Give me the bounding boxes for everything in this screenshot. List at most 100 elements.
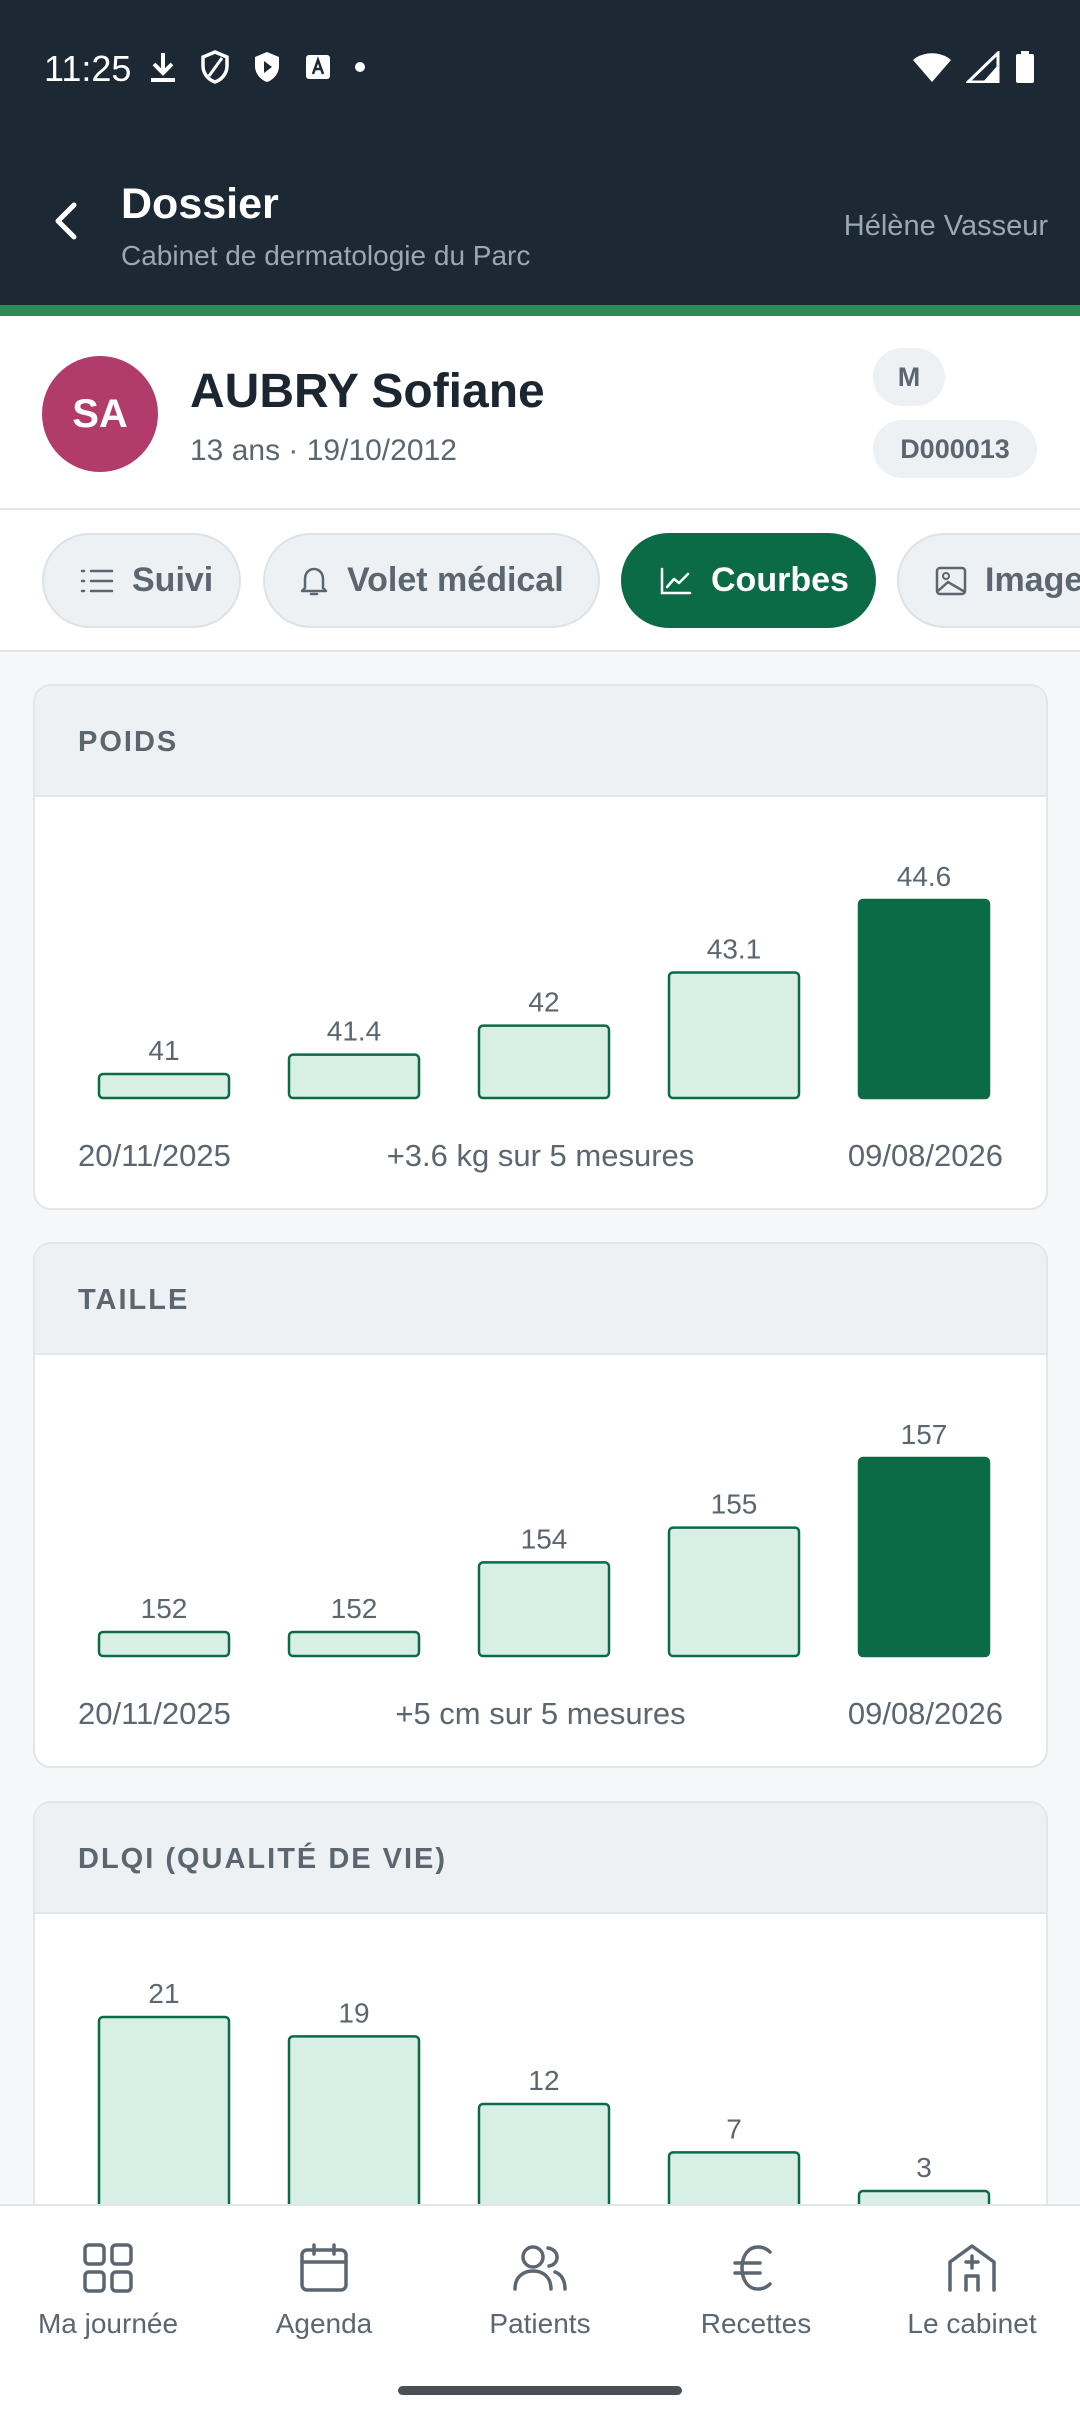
download-icon — [151, 53, 175, 82]
chart-footer: +3.6 kg sur 5 mesures 20/11/2025 09/08/2… — [35, 1138, 1046, 1178]
back-button[interactable] — [40, 196, 90, 246]
nav-label: Recettes — [700, 2308, 812, 2339]
tab-courbes[interactable]: Courbes — [621, 533, 876, 628]
euro-icon — [733, 2245, 772, 2291]
tab-images[interactable]: Images — [897, 533, 1080, 628]
chart-bar — [97, 1072, 231, 1100]
bar-value-label: 3 — [916, 2152, 932, 2183]
chart-bar — [667, 1526, 801, 1658]
chart-header: TAILLE — [35, 1244, 1046, 1355]
dlqi-bar-chart: 21 19 12 7 3 — [97, 1978, 991, 2217]
chart-title: POIDS — [78, 726, 179, 758]
bar-value-label: 41.4 — [327, 1016, 382, 1047]
chart-card-dlqi: DLQI (QUALITÉ DE VIE) 21 19 12 7 3 — [33, 1801, 1048, 2261]
chart-card-poids: POIDS 41 41.4 42 43.1 44.6 +3.6 kg sur 5 mes… — [33, 684, 1048, 1210]
calendar-icon — [300, 2243, 348, 2292]
chart-summary: +5 cm sur 5 mesures — [395, 1696, 686, 1731]
bell-icon — [300, 567, 328, 595]
page-subtitle: Cabinet de dermatologie du Parc — [121, 240, 531, 271]
avatar: SA — [42, 356, 158, 472]
arrow-left-icon — [55, 202, 77, 240]
nav-label: Ma journée — [37, 2308, 179, 2339]
shield-outline-icon — [201, 50, 229, 84]
tab-bar: Suivi Volet médical Courbes Images — [0, 510, 1080, 652]
image-icon — [935, 566, 967, 595]
status-icons-right — [912, 50, 1036, 84]
font-icon — [306, 55, 330, 79]
chart-card-taille: TAILLE 152 152 154 155 157 +5 cm sur 5 mesur… — [33, 1242, 1048, 1768]
bar-value-label: 7 — [726, 2113, 742, 2144]
wifi-icon — [913, 53, 951, 82]
chart-footer: +5 cm sur 5 mesures 20/11/2025 09/08/202… — [35, 1696, 1046, 1736]
nav-label: Patients — [489, 2308, 591, 2339]
chart-end-date: 09/08/2026 — [847, 1696, 1003, 1731]
app-header: 11:25 Dossier Cabinet de dermatologie du… — [0, 0, 1080, 305]
bar-value-label: 44.6 — [897, 861, 952, 892]
chart-start-date: 20/11/2025 — [78, 1138, 231, 1173]
chart-bar — [477, 1561, 611, 1658]
chart-bar — [857, 1456, 991, 1658]
bar-value-label: 155 — [711, 1489, 758, 1520]
tab-label: Images — [985, 561, 1080, 599]
bar-value-label: 157 — [901, 1419, 948, 1450]
dot-icon — [355, 62, 365, 72]
page-title: Dossier — [121, 180, 279, 228]
chart-bar — [287, 1630, 421, 1658]
poids-bar-chart: 41 41.4 42 43.1 44.6 — [97, 861, 991, 1100]
chart-bar — [97, 2015, 231, 2217]
patient-age-birthdate: 13 ans · 19/10/2012 — [190, 434, 457, 467]
tab-label: Volet médical — [347, 561, 564, 599]
bar-value-label: 152 — [141, 1593, 188, 1624]
chart-start-date: 20/11/2025 — [78, 1696, 231, 1731]
patient-id-badge: D000013 — [873, 420, 1037, 478]
nav-label: Agenda — [275, 2308, 373, 2339]
taille-bar-chart: 152 152 154 155 157 — [97, 1419, 991, 1658]
chart-bar — [287, 2035, 421, 2217]
nav-label: Le cabinet — [907, 2308, 1037, 2339]
chart-end-date: 09/08/2026 — [847, 1138, 1003, 1173]
bar-value-label: 42 — [528, 987, 559, 1018]
bar-value-label: 154 — [521, 1523, 568, 1554]
battery-icon — [1016, 51, 1034, 83]
chart-title: TAILLE — [78, 1284, 190, 1316]
current-user[interactable]: Hélène Vasseur — [843, 210, 1048, 242]
chart-title: DLQI (QUALITÉ DE VIE) — [78, 1843, 448, 1875]
bar-value-label: 43.1 — [707, 934, 762, 965]
chart-line-icon — [660, 567, 692, 594]
chart-bar — [287, 1053, 421, 1100]
tab-label: Courbes — [711, 561, 849, 599]
bar-value-label: 21 — [148, 1978, 179, 2009]
bar-value-label: 12 — [528, 2065, 559, 2096]
chart-bar — [97, 1630, 231, 1658]
nav-agenda[interactable]: Agenda — [216, 2242, 432, 2340]
nav-patients[interactable]: Patients — [432, 2242, 648, 2340]
shield-play-icon — [255, 52, 279, 82]
chart-summary: +3.6 kg sur 5 mesures — [386, 1138, 695, 1173]
chart-bar — [477, 2102, 611, 2217]
patient-name: AUBRY Sofiane — [190, 365, 545, 418]
chart-header: DLQI (QUALITÉ DE VIE) — [35, 1803, 1046, 1914]
bar-value-label: 19 — [338, 1997, 369, 2028]
bar-value-label: 41 — [148, 1035, 179, 1066]
chart-bar — [857, 898, 991, 1100]
chart-header: POIDS — [35, 686, 1046, 797]
nav-le-cabinet[interactable]: Le cabinet — [864, 2242, 1080, 2340]
chart-bar — [667, 971, 801, 1100]
tab-label: Suivi — [132, 561, 214, 599]
nav-recettes[interactable]: Recettes — [648, 2242, 864, 2340]
chart-bar — [477, 1024, 611, 1100]
home-indicator[interactable] — [398, 2386, 682, 2395]
list-icon — [80, 569, 114, 592]
building-icon — [948, 2244, 996, 2292]
signal-icon — [966, 51, 1000, 83]
status-icons-left — [148, 50, 366, 84]
users-icon — [513, 2245, 567, 2291]
bar-value-label: 152 — [331, 1593, 378, 1624]
accent-divider — [0, 305, 1080, 316]
tab-suivi[interactable]: Suivi — [42, 533, 241, 628]
grid-icon — [83, 2243, 133, 2293]
patient-header: SA AUBRY Sofiane 13 ans · 19/10/2012 M D… — [0, 316, 1080, 510]
nav-ma-journee[interactable]: Ma journée — [0, 2242, 216, 2340]
sex-badge: M — [873, 348, 945, 406]
tab-volet-medical[interactable]: Volet médical — [263, 533, 600, 628]
